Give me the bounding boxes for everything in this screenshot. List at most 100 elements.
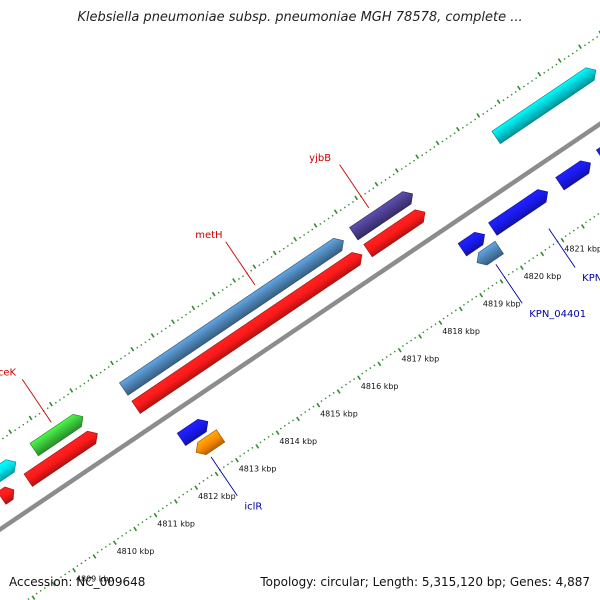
tick-mark-minor [514,91,517,93]
tick-mark-minor [279,427,282,430]
tick-mark-minor [157,510,160,513]
tick-mark-minor [79,385,82,388]
tick-label: 4816 kbp [361,382,399,391]
tick-mark-minor [344,383,347,386]
tick-mark-minor [465,124,468,126]
tick-mark-minor [217,291,220,294]
tick-mark-minor [324,397,327,400]
tick-mark-major [560,237,565,243]
tick-mark-minor [320,400,323,403]
tick-mark-major [519,265,524,270]
tick-mark-minor [258,264,261,267]
tick-mark-minor [592,38,595,41]
tick-mark-minor [429,148,432,151]
tick-mark-minor [100,548,103,551]
tick-mark-minor [60,576,63,579]
tick-mark-minor [270,256,273,258]
tick-mark-minor [303,234,306,236]
tick-mark-minor [96,551,99,554]
tick-mark-minor [373,364,376,367]
tick-mark-minor [400,168,403,170]
tick-mark-major [377,361,382,367]
tick-mark-major [394,168,399,173]
tick-mark-major [28,415,33,421]
gene-feature [131,252,363,414]
tick-mark-major [374,181,379,187]
tick-mark-minor [414,336,417,339]
tick-mark-major [313,223,318,228]
tick-mark-minor [64,573,67,576]
tick-mark-major [479,292,484,298]
tick-mark-major [232,278,236,283]
tick-mark-minor [510,93,513,96]
tick-mark-minor [527,82,529,85]
tick-mark-minor [551,66,554,69]
tick-mark-minor [349,380,351,383]
tick-mark-minor [323,220,326,223]
tick-mark-major [496,99,501,105]
tick-mark-major [354,195,359,201]
tick-mark-minor [583,44,586,47]
tick-mark-minor [209,297,212,300]
tick-mark-minor [107,366,110,368]
gene-feature [0,459,17,483]
tick-mark-minor [312,405,315,408]
tick-mark-minor [136,346,139,349]
tick-mark-minor [471,298,474,301]
gene-feature [476,240,504,266]
tick-mark-minor [406,342,408,345]
tick-mark-minor [343,206,346,209]
tick-mark-minor [247,449,250,452]
tick-mark-minor [205,300,208,302]
tick-mark-minor [238,278,240,280]
tick-mark-minor [446,314,449,317]
tick-mark-major [357,375,361,380]
tick-mark-minor [470,121,472,124]
gene-label: KPN_04401 [529,309,586,320]
tick-mark-minor [286,245,289,247]
tick-mark-minor [222,466,225,469]
tick-mark-minor [68,570,71,573]
tick-mark-minor [271,433,274,436]
tick-label: 4811 kbp [157,520,195,529]
tick-mark-minor [588,41,591,44]
tick-mark-minor [225,286,228,289]
tick-mark-minor [206,477,209,480]
tick-mark-minor [76,565,79,568]
tick-mark-minor [54,401,57,404]
tick-mark-minor [226,463,229,466]
tick-mark-minor [544,248,547,251]
tick-mark-minor [95,374,98,377]
tick-mark-minor [103,368,106,371]
tick-mark-minor [563,58,566,60]
tick-mark-minor [361,372,364,375]
gene-feature [555,160,591,191]
tick-mark-minor [445,137,448,140]
tick-mark-minor [467,301,470,304]
tick-mark-major [537,71,542,77]
tick-mark-minor [115,360,118,363]
tick-mark-minor [88,556,91,559]
tick-mark-minor [564,235,567,238]
tick-mark-minor [242,275,245,278]
tick-mark-minor [169,501,172,504]
tick-mark-minor [83,382,86,385]
tick-mark-minor [221,289,224,291]
tick-mark-minor [482,113,485,115]
tick-mark-minor [410,339,413,342]
tick-mark-minor [596,36,599,38]
tick-mark-minor [304,411,307,414]
tick-mark-minor [176,319,179,322]
gene-label: metH [195,230,222,241]
tick-mark-minor [300,413,303,416]
tick-mark-minor [210,474,213,477]
tick-mark-minor [140,344,143,346]
tick-mark-minor [571,52,574,55]
tick-mark-minor [266,258,269,261]
tick-label: 4818 kbp [442,327,480,336]
tick-mark-minor [178,496,181,499]
tick-mark-minor [181,316,184,319]
tick-mark-minor [80,562,83,565]
tick-mark-minor [495,281,498,284]
